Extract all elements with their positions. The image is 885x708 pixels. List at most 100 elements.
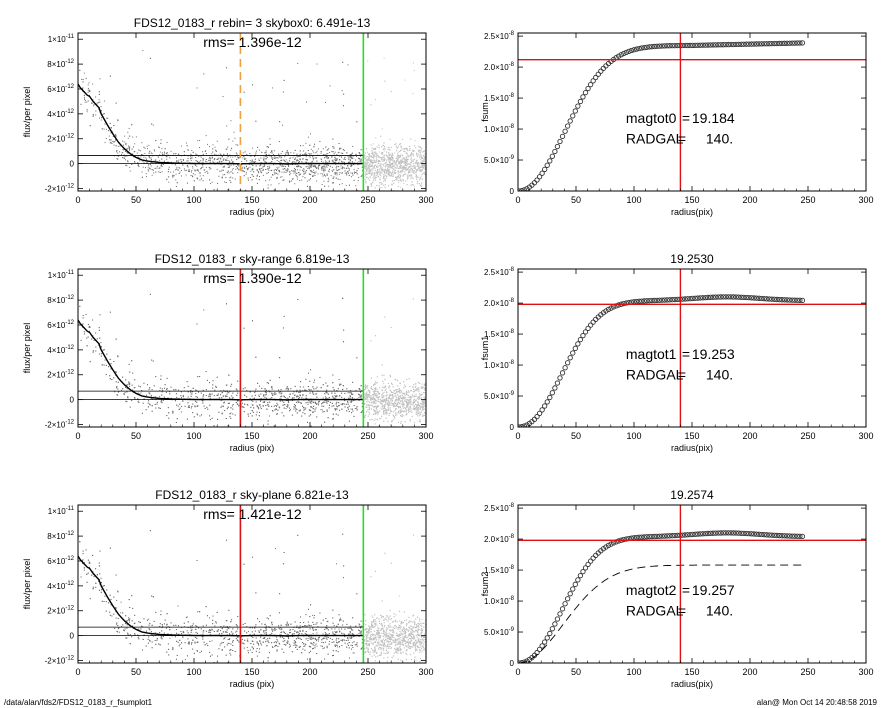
scatter-point: [307, 150, 309, 152]
scatter-point: [415, 170, 417, 172]
scatter-point: [124, 156, 126, 158]
scatter-point: [423, 172, 425, 174]
scatter-point: [377, 171, 379, 173]
scatter-point: [407, 155, 409, 157]
scatter-point: [399, 162, 401, 164]
scatter-point: [381, 128, 383, 130]
scatter-point: [134, 143, 136, 145]
scatter-point: [244, 157, 246, 159]
scatter-point: [368, 157, 370, 159]
growth-curve-point: [587, 81, 594, 88]
scatter-point: [342, 167, 344, 169]
scatter-point: [388, 169, 390, 171]
scatter-point: [416, 182, 418, 184]
scatter-point: [384, 184, 386, 186]
scatter-point: [419, 168, 421, 170]
scatter-point: [249, 162, 251, 164]
scatter-point: [106, 117, 108, 119]
scatter-point: [345, 172, 347, 174]
scatter-point: [416, 155, 418, 158]
scatter-point: [159, 171, 161, 173]
scatter-point: [372, 151, 374, 153]
scatter-point: [392, 162, 394, 164]
scatter-point: [243, 166, 245, 168]
scatter-point: [230, 171, 232, 173]
scatter-point: [175, 179, 177, 181]
scatter-point: [127, 131, 129, 133]
growth-curve-point: [789, 40, 795, 46]
scatter-point: [386, 391, 388, 393]
scatter-point: [422, 159, 425, 161]
scatter-point: [388, 163, 391, 166]
scatter-point: [205, 160, 207, 162]
scatter-point: [326, 157, 328, 159]
scatter-point: [415, 174, 417, 176]
x-tick-label: 50: [571, 195, 581, 205]
scatter-point: [365, 160, 367, 162]
scatter-point: [370, 163, 372, 165]
scatter-point: [372, 167, 374, 169]
scatter-point: [410, 177, 412, 180]
scatter-point: [353, 171, 355, 173]
scatter-point: [397, 173, 399, 175]
scatter-point: [332, 182, 334, 184]
scatter-point: [319, 140, 321, 142]
scatter-point: [420, 402, 422, 404]
scatter-point: [417, 180, 419, 182]
scatter-point: [423, 154, 425, 156]
scatter-point: [202, 159, 204, 161]
scatter-point: [128, 148, 130, 150]
scatter-point: [348, 168, 350, 170]
scatter-point: [380, 175, 382, 177]
scatter-point: [397, 158, 399, 160]
scatter-point: [289, 393, 291, 395]
scatter-point: [310, 165, 312, 167]
growth-curve-point: [651, 43, 658, 50]
scatter-point: [121, 157, 123, 159]
scatter-point: [226, 163, 228, 165]
scatter-point: [412, 149, 414, 151]
scatter-point: [371, 153, 373, 155]
scatter-point: [219, 170, 221, 172]
scatter-point: [221, 161, 223, 163]
scatter-point: [178, 167, 180, 169]
scatter-point: [109, 122, 111, 124]
scatter-point: [305, 166, 307, 168]
scatter-point: [410, 174, 412, 176]
scatter-point: [394, 163, 396, 165]
scatter-point: [422, 154, 424, 156]
scatter-point: [419, 179, 421, 181]
scatter-point: [416, 165, 418, 167]
scatter-point: [401, 432, 402, 433]
scatter-point: [399, 161, 401, 163]
scatter-point: [394, 166, 396, 168]
scatter-point: [404, 151, 406, 153]
scatter-point: [100, 110, 102, 112]
growth-curve-point: [572, 108, 578, 114]
annotation-label: RADGAL: [626, 131, 684, 147]
scatter-point: [383, 184, 385, 186]
scatter-point: [186, 182, 188, 184]
scatter-point: [258, 159, 260, 161]
scatter-point: [287, 168, 289, 170]
scatter-point: [341, 168, 343, 170]
scatter-point: [299, 169, 301, 171]
scatter-point: [351, 162, 353, 164]
scatter-point: [329, 165, 331, 167]
scatter-point: [326, 409, 328, 411]
scatter-point: [349, 154, 351, 156]
scatter-point: [297, 165, 299, 167]
scatter-point: [381, 152, 383, 155]
scatter-point: [327, 152, 329, 154]
scatter-point: [126, 165, 128, 167]
scatter-point: [375, 177, 377, 179]
scatter-point: [153, 150, 155, 152]
scatter-point: [328, 170, 330, 172]
scatter-point: [370, 165, 372, 167]
scatter-point: [214, 153, 216, 155]
scatter-point: [236, 167, 238, 169]
scatter-point: [312, 175, 314, 177]
scatter-point: [156, 165, 158, 167]
scatter-point: [364, 161, 366, 163]
scatter-point: [82, 317, 84, 319]
